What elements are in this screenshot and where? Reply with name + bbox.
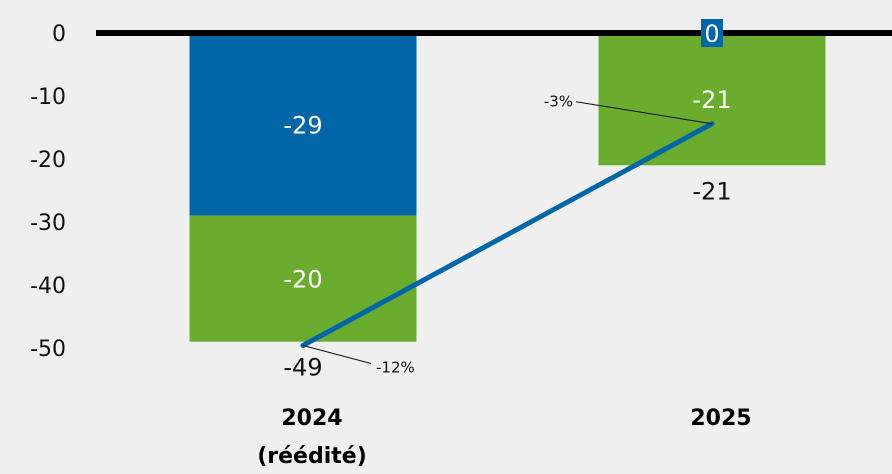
bar-segment	[189, 33, 417, 216]
bar-value-label: 0	[704, 20, 719, 48]
line-point-label: -3%	[544, 93, 573, 111]
bars-layer	[189, 33, 826, 342]
category-label-line2: (réédité)	[257, 444, 367, 469]
leader-line	[302, 344, 372, 364]
y-tick-label: -40	[30, 274, 66, 299]
bar-value-label: -29	[283, 111, 322, 139]
labels-layer: 0 -10 -20 -30 -40 -50 -29 -20 -49 2024 (réédité) 0 -…	[30, 19, 752, 469]
y-tick-label: -50	[30, 337, 66, 362]
y-tick-label: -10	[30, 85, 66, 110]
line-point-label: -12%	[376, 358, 415, 376]
bar-value-label: -21	[692, 86, 731, 114]
leader-line	[575, 101, 713, 125]
line-series	[300, 121, 715, 348]
y-tick-label: 0	[52, 22, 66, 47]
bar-segment	[598, 33, 826, 166]
line-layer	[300, 121, 715, 348]
bar-segment	[189, 215, 417, 342]
category-label: 2025	[690, 406, 751, 431]
total-label: -21	[692, 177, 731, 205]
category-label: 2024	[281, 406, 342, 431]
zero-value-box	[701, 19, 723, 47]
total-label: -49	[283, 354, 322, 382]
bar-value-label: -20	[283, 266, 322, 294]
y-tick-label: -20	[30, 148, 66, 173]
y-tick-label: -30	[30, 211, 66, 236]
